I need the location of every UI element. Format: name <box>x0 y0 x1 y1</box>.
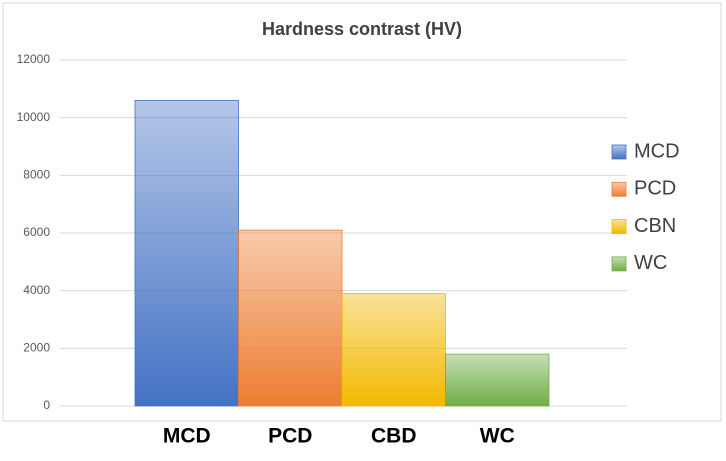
y-tick-label: 8000 <box>23 168 50 182</box>
x-tick-label: CBD <box>371 425 417 448</box>
y-tick-label: 2000 <box>23 341 50 355</box>
chart-title: Hardness contrast (HV) <box>262 19 462 39</box>
legend-swatch <box>611 256 627 272</box>
y-tick-label: 12000 <box>17 52 51 66</box>
legend-label: WC <box>634 252 667 274</box>
x-tick-label: PCD <box>268 425 312 448</box>
legend-label: PCD <box>634 178 676 200</box>
bar <box>238 229 343 407</box>
bar <box>445 353 550 407</box>
legend-swatch <box>611 181 627 197</box>
bar <box>341 293 446 407</box>
legend-label: CBN <box>634 215 676 237</box>
x-tick-label: WC <box>480 425 515 448</box>
legend-swatch <box>611 144 627 160</box>
y-tick-label: 4000 <box>23 283 50 297</box>
legend-swatch <box>611 219 627 235</box>
y-tick-label: 10000 <box>17 110 51 124</box>
legend-label: MCD <box>634 140 680 162</box>
y-tick-label: 6000 <box>23 225 50 239</box>
y-tick-label: 0 <box>43 398 50 412</box>
x-tick-label: MCD <box>163 425 211 448</box>
bar <box>134 99 239 407</box>
